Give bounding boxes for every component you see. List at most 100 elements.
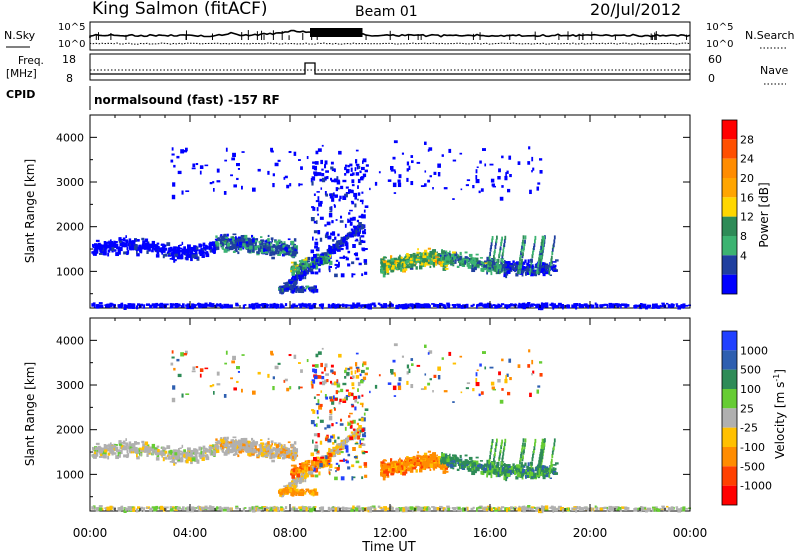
echo-cell [347,232,351,235]
echo-cell [288,250,292,255]
echo-cell [490,271,493,276]
echo-cell [281,489,284,493]
echo-cell [531,254,534,259]
echo-cell [534,235,537,240]
echo-cell [468,257,472,261]
echo-cell [353,432,356,435]
echo-cell [487,263,489,268]
echo-cell [317,196,320,201]
echo-cell [347,235,351,238]
echo-cell [529,189,532,195]
echo-cell [319,216,324,220]
echo-cell [307,260,310,263]
echo-cell [104,242,108,246]
echo-cell [167,250,171,253]
echo-cell [100,244,105,248]
echo-cell [171,147,174,151]
echo-cell [527,302,531,305]
echo-cell [235,304,239,307]
echo-cell [329,458,332,461]
echo-cell [256,251,259,254]
echo-cell [499,246,502,251]
echo-cell [179,452,183,456]
echo-cell [419,252,424,256]
echo-cell [505,172,507,177]
echo-cell [528,271,530,273]
echo-cell [266,245,268,249]
echo-cell [292,455,295,460]
echo-cell [503,268,506,272]
echo-cell [437,253,441,257]
echo-cell [131,443,136,448]
echo-cell [389,465,393,469]
echo-cell [315,200,320,203]
echo-cell [281,444,283,448]
echo-cell [299,183,303,186]
echo-cell [496,269,500,275]
echo-cell [319,178,323,182]
echo-cell [228,449,232,454]
echo-cell [356,165,359,170]
echo-cell [260,452,264,457]
echo-cell [123,305,127,310]
echo-cell [501,303,505,306]
echo-cell [189,453,194,458]
echo-cell [541,239,543,243]
echo-cell [522,252,524,257]
echo-cell [402,268,406,273]
echo-cell [329,193,332,197]
echo-cell [173,259,176,263]
echo-cell [151,247,154,252]
echo-cell [96,246,99,249]
echo-cell [410,181,414,186]
echo-cell [329,195,334,199]
echo-cell [193,448,196,452]
echo-cell [252,439,255,443]
echo-cell [236,242,238,247]
echo-cell [362,230,366,234]
echo-cell [311,176,316,181]
echo-cell [125,442,129,447]
echo-cell [136,305,139,310]
echo-cell [330,161,334,165]
echo-cell [191,457,196,462]
echo-cell [287,487,289,490]
echo-cell [147,451,151,454]
echo-cell [503,271,506,275]
echo-cell [545,269,548,272]
echo-cell [541,248,543,253]
echo-cell [204,451,207,454]
echo-cell [200,450,202,455]
echo-cell [103,249,107,252]
echo-cell [97,247,101,250]
echo-cell [319,200,323,204]
echo-cell [185,190,190,193]
echo-cell [458,260,463,263]
echo-cell [299,489,303,492]
echo-cell [155,302,159,306]
echo-cell [342,255,346,259]
echo-cell [207,304,211,307]
echo-cell [231,444,235,448]
echo-cell [342,240,346,243]
echo-cell [538,306,542,311]
echo-cell [509,174,512,178]
echo-cell [220,235,224,239]
power-colorbar-swatch [722,197,737,217]
echo-cell [300,289,305,294]
echo-cell [344,256,348,259]
echo-cell [390,169,394,172]
echo-cell [560,304,564,308]
echo-cell [209,248,214,253]
echo-cell [280,446,284,451]
echo-cell [222,442,227,447]
echo-cell [173,164,176,168]
echo-cell [324,191,327,196]
echo-cell [329,463,333,469]
echo-cell [359,237,362,242]
echo-cell [190,460,193,465]
echo-cell [177,251,180,254]
echo-cell [125,445,128,450]
echo-cell [223,303,227,307]
echo-cell [452,264,455,267]
